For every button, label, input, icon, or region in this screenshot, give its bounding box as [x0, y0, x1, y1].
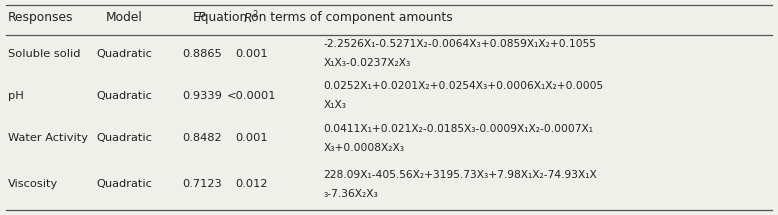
Text: $\mathit{R}^{2}$: $\mathit{R}^{2}$	[244, 10, 259, 26]
Text: pH: pH	[8, 91, 23, 101]
Text: Model: Model	[106, 11, 142, 24]
Text: X₁X₃: X₁X₃	[323, 100, 346, 110]
Text: <0.0001: <0.0001	[226, 91, 276, 101]
Text: X₃+0.0008X₂X₃: X₃+0.0008X₂X₃	[323, 143, 405, 153]
Text: Quadratic: Quadratic	[96, 133, 152, 143]
Text: X₁X₃-0.0237X₂X₃: X₁X₃-0.0237X₂X₃	[323, 58, 411, 68]
Text: 0.8865: 0.8865	[182, 49, 222, 59]
Text: 0.7123: 0.7123	[182, 180, 222, 189]
Text: ₃-7.36X₂X₃: ₃-7.36X₂X₃	[323, 189, 378, 199]
Text: 0.0411X₁+0.021X₂-0.0185X₃-0.0009X₁X₂-0.0007X₁: 0.0411X₁+0.021X₂-0.0185X₃-0.0009X₁X₂-0.0…	[323, 124, 593, 134]
Text: 0.0252X₁+0.0201X₂+0.0254X₃+0.0006X₁X₂+0.0005: 0.0252X₁+0.0201X₂+0.0254X₃+0.0006X₁X₂+0.…	[323, 81, 604, 91]
Text: Water Activity: Water Activity	[8, 133, 87, 143]
Text: Quadratic: Quadratic	[96, 180, 152, 189]
Text: Quadratic: Quadratic	[96, 49, 152, 59]
Text: Soluble solid: Soluble solid	[8, 49, 80, 59]
Text: Viscosity: Viscosity	[8, 180, 58, 189]
Text: 0.8482: 0.8482	[182, 133, 222, 143]
Text: Quadratic: Quadratic	[96, 91, 152, 101]
Text: 0.001: 0.001	[235, 49, 268, 59]
Text: 0.012: 0.012	[235, 180, 268, 189]
Text: 228.09X₁-405.56X₂+3195.73X₃+7.98X₁X₂-74.93X₁X: 228.09X₁-405.56X₂+3195.73X₃+7.98X₁X₂-74.…	[323, 170, 597, 180]
Text: 0.001: 0.001	[235, 133, 268, 143]
Text: $\mathit{P}$: $\mathit{P}$	[197, 11, 206, 24]
Text: Equation on terms of component amounts: Equation on terms of component amounts	[194, 11, 453, 24]
Text: Responses: Responses	[8, 11, 73, 24]
Text: -2.2526X₁-0.5271X₂-0.0064X₃+0.0859X₁X₂+0.1055: -2.2526X₁-0.5271X₂-0.0064X₃+0.0859X₁X₂+0…	[323, 39, 596, 49]
Text: 0.9339: 0.9339	[182, 91, 222, 101]
